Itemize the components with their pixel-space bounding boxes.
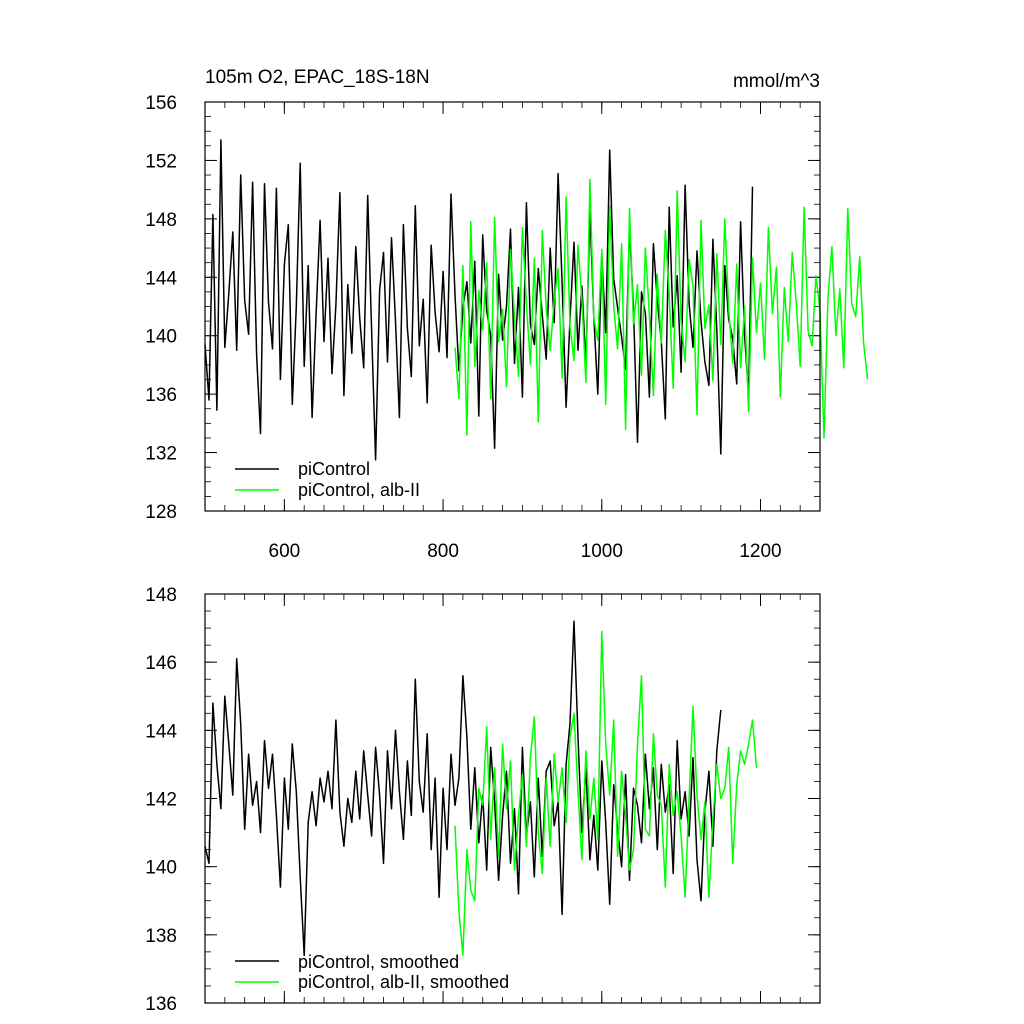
legend-label-picontrol-smoothed: piControl, smoothed: [298, 952, 459, 972]
y-tick-label: 140: [145, 858, 177, 879]
y-tick-label: 148: [145, 585, 177, 606]
top-panel-series: [204, 139, 869, 461]
x-tick-label: 1000: [581, 541, 623, 562]
top-panel-ticks: 128 132 136 140 144 148 152 156 600 800 1000 1200: [145, 93, 821, 562]
y-tick-label: 132: [145, 444, 177, 465]
y-tick-label: 148: [145, 210, 177, 231]
bottom-panel-frame: [204, 593, 821, 1004]
y-tick-label: 136: [145, 385, 177, 406]
top-panel-frame: [204, 101, 821, 512]
legend-label-picontrol-alb-ii-smoothed: piControl, alb-II, smoothed: [298, 972, 509, 992]
x-tick-label: 800: [427, 541, 459, 562]
legend-label-picontrol-alb-ii: piControl, alb-II: [298, 480, 420, 500]
top-panel-title: 105m O2, EPAC_18S-18N: [205, 67, 430, 88]
x-tick-label: 1200: [739, 541, 781, 562]
y-tick-label: 142: [145, 790, 177, 811]
y-tick-label: 144: [145, 721, 177, 742]
y-tick-label: 156: [145, 93, 177, 114]
y-tick-label: 152: [145, 151, 177, 172]
y-tick-label: 140: [145, 327, 177, 348]
top-panel-legend: piControl piControl, alb-II: [235, 459, 420, 500]
y-tick-label: 144: [145, 268, 177, 289]
series-line-picontrol-alb-ii-smoothed: [454, 630, 758, 957]
y-tick-label: 146: [145, 653, 177, 674]
top-panel-units: mmol/m^3: [733, 71, 820, 92]
bottom-panel-legend: piControl, smoothed piControl, alb-II, s…: [235, 952, 509, 992]
y-tick-label: 136: [145, 994, 177, 1015]
y-tick-label: 138: [145, 926, 177, 947]
series-line-picontrol-alb-ii: [454, 178, 869, 439]
top-panel: 105m O2, EPAC_18S-18N mmol/m^3 128 132 136…: [145, 67, 869, 562]
y-tick-label: 128: [145, 502, 177, 523]
series-line-picontrol-smoothed: [204, 620, 722, 957]
x-tick-label: 600: [269, 541, 301, 562]
bottom-panel-ticks: 136 138 140 142 144 146 148: [145, 585, 821, 1015]
legend-label-picontrol: piControl: [298, 459, 370, 479]
bottom-panel-series: [204, 620, 758, 957]
bottom-panel: 136 138 140 142 144 146 148 piControl, smoothe…: [145, 585, 821, 1015]
